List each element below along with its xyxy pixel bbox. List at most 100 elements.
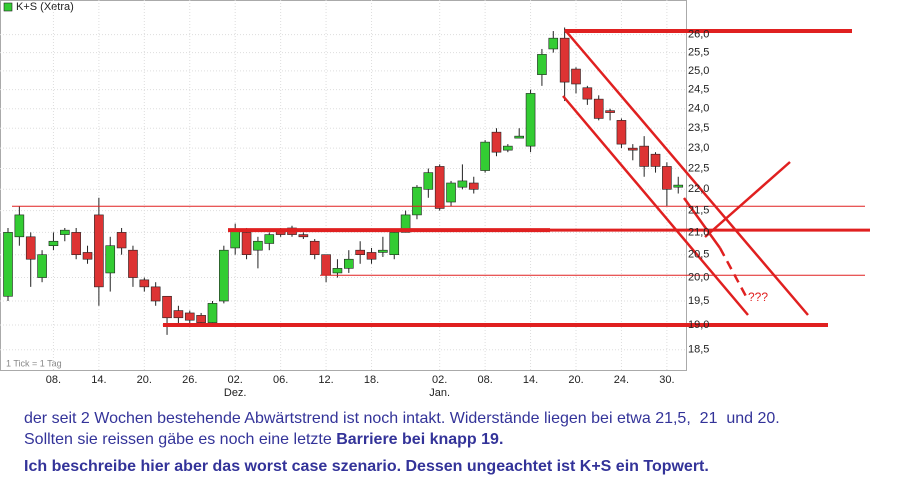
caption-line: der seit 2 Wochen bestehende Abwärtstren… — [24, 410, 780, 428]
caption-text: Sollten sie reissen gäbe es noch eine le… — [24, 431, 337, 448]
candle-body — [219, 249, 229, 302]
y-tick-label: 24,5 — [688, 84, 709, 96]
legend-label: K+S (Xetra) — [16, 1, 74, 13]
candle-body — [525, 93, 536, 147]
candle-body — [480, 141, 490, 171]
candle-body — [355, 249, 365, 255]
candle-body — [639, 145, 649, 167]
candle-body — [434, 166, 445, 209]
plot-frame — [0, 0, 687, 371]
x-tick-label: 08. — [477, 374, 492, 386]
y-tick-label: 24,0 — [688, 103, 709, 115]
x-tick-label: 24. — [614, 374, 629, 386]
trend-line — [682, 197, 722, 249]
candle-body — [253, 240, 263, 251]
candle-body — [332, 268, 343, 274]
y-tick-label: 25,5 — [688, 46, 709, 58]
y-tick-label: 25,0 — [688, 65, 709, 77]
candle-body — [673, 184, 684, 188]
candle-body — [366, 252, 377, 260]
candle-body — [14, 214, 25, 238]
candle-body — [491, 131, 502, 153]
candle-body — [662, 166, 672, 190]
x-tick-label: 30. — [659, 374, 674, 386]
y-tick-label: 23,5 — [688, 122, 709, 134]
candle-body — [3, 232, 13, 297]
candle-body — [207, 303, 218, 323]
candle-body — [196, 315, 206, 323]
x-tick-label: 20. — [568, 374, 583, 386]
candle-body — [537, 54, 547, 75]
candle-body — [71, 232, 81, 255]
trend-line — [564, 29, 809, 316]
x-tick-label: 14. — [91, 374, 106, 386]
candle-body — [25, 236, 36, 260]
candle-body — [446, 182, 456, 203]
candle-body — [150, 286, 161, 302]
trend-line — [704, 161, 791, 238]
candle-body — [37, 254, 47, 278]
candle-body — [309, 240, 320, 255]
chart: K+S (Xetra) 1 Tick = 1 Tag ??? 18,5 19,0 1… — [0, 0, 870, 399]
trend-line — [562, 95, 749, 316]
candle-body — [82, 252, 93, 260]
candle-body — [105, 245, 116, 274]
candle-body — [627, 147, 638, 151]
candle-body — [128, 249, 138, 278]
x-tick-label: 02. — [432, 374, 447, 386]
candle-body — [605, 110, 615, 113]
candle-body — [173, 310, 184, 319]
y-tick-label: 18,5 — [688, 344, 709, 356]
candle-body — [241, 232, 252, 255]
y-tick-label: 26,0 — [688, 29, 709, 41]
x-month-label: Dez. — [224, 387, 247, 399]
y-tick-label: 20,0 — [688, 271, 709, 283]
candle-body — [59, 229, 70, 235]
candle-body — [139, 279, 150, 288]
candle-body — [548, 37, 559, 50]
x-tick-label: 14. — [523, 374, 538, 386]
candle-body — [650, 153, 661, 167]
candle-body — [184, 312, 195, 321]
x-tick-label: 02. — [228, 374, 243, 386]
caption-text: Barriere bei knapp 19. — [336, 431, 504, 448]
candle-body — [503, 145, 513, 151]
candle-body — [582, 87, 593, 100]
candle-body — [559, 37, 570, 83]
y-tick-label: 21,0 — [688, 226, 709, 238]
candle-body — [616, 120, 627, 145]
note: 1 Tick = 1 Tag — [6, 358, 62, 368]
caption-text: der seit 2 Wochen bestehende Abwärtstren… — [24, 410, 780, 427]
x-tick-label: 20. — [137, 374, 152, 386]
x-tick-label: 18. — [364, 374, 379, 386]
y-tick-label: 22,5 — [688, 162, 709, 174]
y-tick-label: 23,0 — [688, 142, 709, 154]
legend-swatch — [3, 2, 13, 12]
candle-body — [378, 249, 388, 253]
candle-body — [468, 182, 479, 190]
x-tick-label: 12. — [318, 374, 333, 386]
y-tick-label: 21,5 — [688, 204, 709, 216]
trend-line-dashed — [718, 247, 750, 301]
candle-body — [457, 180, 468, 188]
x-tick-label: 26. — [182, 374, 197, 386]
candle-body — [230, 229, 240, 249]
x-month-label: Jan. — [429, 387, 450, 399]
caption-text: Ich beschreibe hier aber das worst case … — [24, 458, 709, 475]
candle-body — [400, 214, 411, 233]
y-tick-label: 19,0 — [688, 319, 709, 331]
candle-body — [571, 68, 581, 85]
annotation: ??? — [748, 290, 768, 304]
candle-body — [423, 172, 434, 190]
y-tick-label: 19,5 — [688, 295, 709, 307]
candle-body — [514, 135, 525, 139]
x-tick-label: 08. — [46, 374, 61, 386]
x-tick-label: 06. — [273, 374, 288, 386]
candle-body — [412, 186, 422, 216]
candle-body — [48, 240, 59, 247]
caption-line: Sollten sie reissen gäbe es noch eine le… — [24, 431, 503, 449]
trend-lines — [562, 29, 809, 316]
candle-body — [264, 234, 275, 244]
y-tick-label: 22,0 — [688, 183, 709, 195]
